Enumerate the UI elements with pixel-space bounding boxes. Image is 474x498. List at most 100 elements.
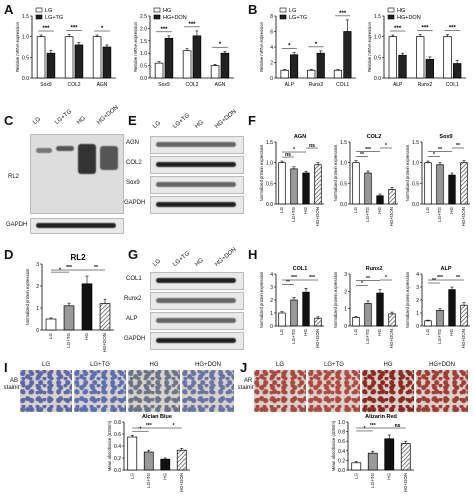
y-axis-label: Normalized protein expression [405,271,410,328]
blot-e [150,136,244,236]
x-tick-label: AGN [215,82,226,88]
y-tick-label: 0.4 [114,444,121,450]
panel-letter-e: E [128,113,137,128]
bar [352,316,360,327]
x-tick-label: HG+DON [403,473,408,492]
y-tick-label: 0.2 [114,456,121,462]
sig-label: *** [437,275,443,281]
y-tick-label: 0.0 [266,202,273,208]
sig-label: *** [421,26,429,32]
y-tick-label: 2 [344,289,347,295]
bar [415,36,425,79]
blot-row-label: AGN [126,140,140,146]
y-axis-label: Normalized protein expression [25,268,30,325]
y-tick-label: 4 [270,45,273,51]
bar [164,37,174,79]
x-tick-label: Sox9 [40,82,52,88]
bar [367,452,378,471]
bar [64,36,74,79]
sig-label: *** [365,147,371,153]
blot-lane-label: HG [194,257,205,268]
bar [436,164,444,205]
y-axis-label: Relative mRNA expression [15,21,20,71]
panel-letter-h: H [248,247,258,262]
micro-row-label: AB staining [3,378,25,391]
micrograph [182,370,234,412]
x-tick-label: LG+TG [146,473,151,488]
x-tick-label: HG [84,333,89,340]
x-tick-label: COL1 [336,82,349,88]
legend-label: HG+DON [163,15,187,21]
panel-letter-f: F [248,113,256,128]
sig-label: * [101,26,104,32]
y-axis-label: Relative mRNA expression [133,21,138,71]
x-tick-label: ALP [285,82,295,88]
y-tick-label: 0.8 [114,420,121,426]
bar [316,52,325,79]
bar [220,52,230,79]
x-tick-label: LG [425,329,430,336]
y-axis-label: Normalized protein expression [259,271,264,328]
bar [376,292,384,327]
y-tick-label: 1.5 [374,14,381,20]
x-tick-label: LG [48,333,53,340]
sig-label: ** [438,147,442,153]
bar [46,52,56,79]
sig-label: *** [449,26,457,32]
x-tick-label: HG+DON [315,329,320,348]
bar [452,63,462,79]
blot-row-label: Sox9 [126,180,140,186]
x-tick-label: LG+TG [437,329,442,344]
legend-swatch [387,7,395,13]
x-tick-label: LG+TG [365,207,370,222]
bar [448,174,456,205]
y-tick-label: 1.0 [266,161,273,167]
legend-swatch [35,14,43,20]
chart-title: COL1 [293,266,308,272]
sig-label: *** [309,275,315,281]
x-tick-label: HG [377,207,382,214]
bar [302,291,310,327]
chart-title: Alizarin Red [365,414,397,420]
y-tick-label: 0.0 [412,202,419,208]
y-tick-label: 8 [270,14,273,20]
sig-label: * [364,426,366,432]
blot-band [156,202,236,207]
x-tick-label: LG+TG [291,329,296,344]
blot-lane-label: HG+DON [214,108,238,130]
blot-row-label: GAPDH [124,200,146,206]
sig-label: ** [432,278,436,284]
bar [192,35,202,79]
sig-label: * [361,281,363,287]
y-tick-label: 1.5 [266,140,273,146]
sig-label: * [173,423,175,429]
x-tick-label: LG [129,473,134,480]
x-tick-label: COL1 [446,82,459,88]
y-tick-label: 0 [344,324,347,330]
y-axis-label: Relative mRNA expression [259,21,264,71]
y-tick-label: 2 [270,61,273,67]
y-axis-label: Normalized protein expression [333,144,338,201]
y-tick-label: 1.5 [412,140,419,146]
sig-label: *** [160,27,168,33]
chart-h3: 0 1 2 3 4 Normalized protein expression ALP LG L… [405,266,470,348]
sig-label: ** [94,265,98,271]
bar [333,69,343,79]
bar [102,46,112,79]
legend-label: HG+DON [397,15,421,21]
panel-letter-c: C [4,113,14,128]
sig-label: ** [456,275,460,281]
x-tick-label: HG+DON [102,333,107,352]
micro-lane-label: LG+TG [324,362,344,368]
blot-g [150,272,244,352]
x-tick-label: HG+DON [461,329,466,348]
y-tick-label: 0.6 [338,439,345,445]
bar [81,283,93,331]
micro-lane-label: HG+DON [429,362,455,368]
sig-label: * [315,42,318,48]
legend-swatch [35,7,43,13]
bar [424,320,432,327]
legend-label: HG [397,8,405,14]
chart-title: Alcian Blue [142,414,172,420]
